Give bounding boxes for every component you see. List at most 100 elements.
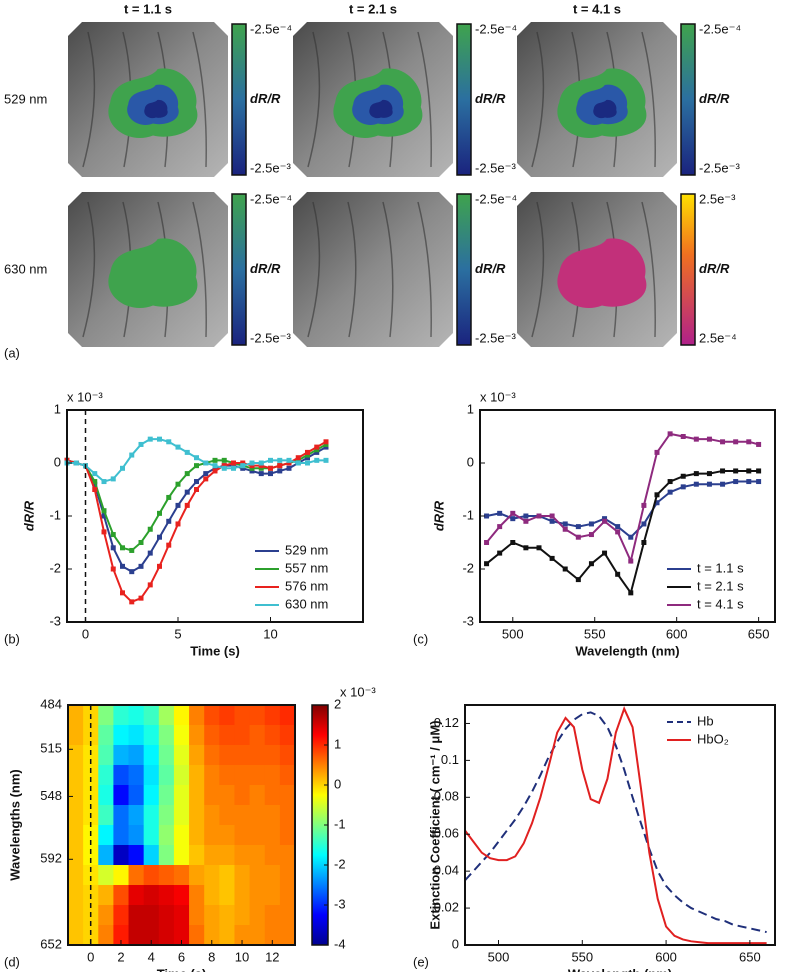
row-label: 529 nm [4, 91, 47, 106]
series-marker [92, 479, 98, 485]
activation-region [557, 238, 647, 308]
heatmap-cell [234, 745, 251, 766]
vessel [307, 201, 321, 338]
heatmap-cell [128, 825, 145, 846]
heatmap-cell [234, 845, 251, 866]
colorbar [231, 193, 247, 346]
heatmap-cell [189, 885, 205, 906]
heatmap-cell [98, 865, 114, 886]
series-marker [523, 518, 529, 524]
series-marker [110, 566, 116, 572]
heatmap-cell [219, 745, 235, 766]
series-marker [615, 529, 621, 535]
heatmap-cell [98, 765, 114, 786]
colorbar-tick-label: -4 [334, 936, 346, 951]
heatmap-cell [68, 725, 84, 746]
series-marker [654, 500, 660, 506]
heatmap-cell [68, 865, 84, 886]
series-marker [129, 452, 135, 458]
series-marker [667, 431, 673, 437]
heatmap-cell [143, 865, 160, 886]
axis-multiplier: x 10⁻³ [480, 389, 516, 404]
heatmap-cell [264, 705, 281, 726]
series-marker [295, 455, 301, 461]
heatmap-cell [249, 705, 266, 726]
y-tick-label: 1 [54, 401, 61, 416]
heatmap-cell [113, 845, 130, 866]
series-marker [323, 441, 329, 447]
heatmap-cell [113, 705, 130, 726]
colorbar-label: 2.5e⁻³ [699, 191, 736, 206]
heatmap-cell [128, 905, 145, 926]
heatmap-cell [279, 705, 296, 726]
legend-label: t = 1.1 s [697, 560, 744, 575]
series-marker [157, 436, 162, 442]
series-marker [166, 542, 172, 548]
heatmap-cell [264, 805, 281, 826]
series-marker [110, 476, 116, 482]
colorbar [680, 193, 696, 346]
series-marker [249, 465, 255, 471]
heatmap-cell [204, 925, 220, 946]
series-marker [194, 479, 199, 485]
y-tick-label: 484 [40, 696, 62, 711]
series-marker [588, 521, 594, 527]
heatmap-cell [158, 865, 175, 886]
heatmap-cell [83, 865, 99, 886]
activation-core [369, 99, 393, 119]
column-title: t = 1.1 s [124, 1, 172, 16]
series-marker [693, 471, 699, 477]
heatmap-cell [143, 925, 160, 946]
colorbar-tick-label: 2 [334, 696, 341, 711]
series-marker [147, 550, 153, 556]
series-marker [641, 502, 647, 508]
plot-frame [479, 409, 776, 623]
heatmap-cell [264, 745, 281, 766]
heatmap-cell [158, 905, 175, 926]
series-marker [240, 463, 246, 469]
series-marker [305, 455, 310, 461]
series-marker [615, 524, 621, 530]
series-marker [268, 465, 273, 471]
series-marker [575, 534, 581, 540]
heatmap-cell [204, 825, 220, 846]
heatmap-cell [68, 745, 84, 766]
x-tick-label: 550 [571, 949, 593, 964]
heatmap-cell [219, 905, 235, 926]
x-tick-label: 0 [82, 626, 89, 641]
heatmap-cell [113, 745, 130, 766]
series-marker [175, 481, 181, 487]
heatmap-cell [143, 845, 160, 866]
series-marker [314, 447, 320, 453]
activation-core [144, 99, 168, 119]
series-marker [258, 471, 264, 477]
heatmap-cell [264, 925, 281, 946]
series-marker [706, 481, 712, 487]
x-tick-label: 10 [263, 626, 277, 641]
series-line [485, 469, 759, 596]
heatmap-cell [128, 885, 145, 906]
series-marker [720, 481, 726, 487]
colorbar-tick-label: -3 [334, 896, 346, 911]
vessel [307, 31, 321, 168]
heatmap-cell [204, 765, 220, 786]
series-line [485, 432, 759, 565]
heatmap-cell [264, 905, 281, 926]
heatmap-cell [234, 785, 251, 806]
series-marker [628, 558, 634, 564]
y-tick-label: -1 [49, 507, 61, 522]
y-tick-label: 652 [40, 936, 62, 951]
heatmap-cell [234, 825, 251, 846]
legend-label: Hb [697, 713, 714, 728]
heatmap-cell [234, 925, 251, 946]
series-marker [746, 439, 752, 445]
series-marker [101, 529, 107, 535]
series-marker [484, 561, 490, 567]
series-marker [523, 513, 529, 519]
heatmap-cell [249, 925, 266, 946]
x-tick-label: 650 [739, 949, 761, 964]
heatmap-cell [279, 825, 296, 846]
series-marker [602, 550, 608, 556]
series-marker [314, 449, 320, 455]
